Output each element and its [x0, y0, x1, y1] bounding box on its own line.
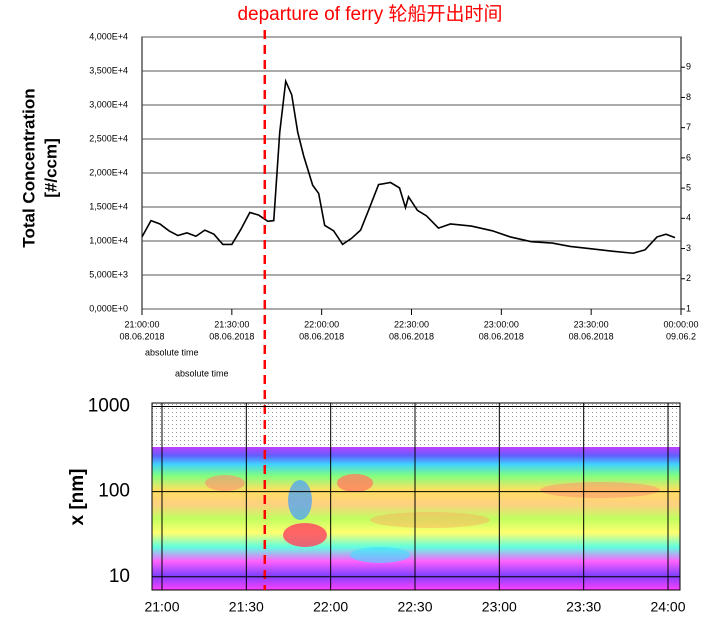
y-tick-label: 3,500E+4 [89, 65, 128, 75]
x-tick-label: 23:30 [566, 599, 601, 615]
y2-tick-label: 6 [686, 152, 691, 162]
y-tick-label: 3,000E+4 [89, 99, 128, 109]
y-tick-label: 0,000E+0 [89, 303, 128, 313]
x-tick-label: 22:00:00 [304, 319, 339, 329]
y2-tick-label: 8 [686, 92, 691, 102]
y2-tick-label: 4 [686, 213, 691, 223]
y2-tick-label: 2 [686, 273, 691, 283]
heatmap-frame [151, 402, 681, 591]
y2-tick-label: 7 [686, 122, 691, 132]
x-axis-label: absolute time [145, 347, 199, 357]
y2-tick-label: 9 [686, 62, 691, 72]
y-tick-label: 2,500E+4 [89, 133, 128, 143]
x-tick-date: 09.06.2 [666, 331, 696, 341]
x-tick-date: 08.06.2018 [569, 331, 614, 341]
x-tick-date: 08.06.2018 [119, 331, 164, 341]
y2-tick-label: 5 [686, 182, 691, 192]
y2-tick-label: 1 [686, 303, 691, 313]
x-tick-date: 08.06.2018 [479, 331, 524, 341]
concentration-line [141, 78, 676, 255]
x-tick-label: 21:00 [144, 599, 179, 615]
x-tick-label: 23:30:00 [574, 319, 609, 329]
y-axis-label-line: [#/ccm] [41, 138, 60, 198]
y-axis-label: x [nm] [67, 469, 88, 526]
x-tick-label: 23:00 [482, 599, 517, 615]
x-axis-label: absolute time [175, 368, 229, 378]
x-tick-date: 08.06.2018 [389, 331, 434, 341]
x-tick-label: 24:00 [650, 599, 685, 615]
y-tick-label: 1000 [88, 396, 130, 417]
x-tick-label: 21:30:00 [214, 319, 249, 329]
heatmap-image [152, 403, 680, 590]
x-tick-label: 22:30:00 [394, 319, 429, 329]
annotation: departure of ferry 轮船开出时间 [237, 3, 502, 25]
y-tick-label: 5,000E+3 [89, 269, 128, 279]
x-tick-label: 23:00:00 [484, 319, 519, 329]
x-tick-date: 08.06.2018 [299, 331, 344, 341]
y-tick-label: 100 [98, 481, 130, 502]
y-axis-label: Total Concentration [#/ccm] [19, 88, 60, 247]
x-tick-label: 00:00:00 [663, 319, 698, 329]
y-axis-label-line: Total Concentration [19, 88, 38, 247]
x-tick-label: 22:30 [397, 599, 432, 615]
y-tick-label: 10 [109, 566, 130, 587]
y-tick-label: 4,000E+4 [89, 31, 128, 41]
y-tick-label: 2,000E+4 [89, 167, 128, 177]
x-tick-label: 21:30 [229, 599, 264, 615]
x-tick-label: 21:00:00 [124, 319, 159, 329]
y-tick-label: 1,500E+4 [89, 201, 128, 211]
y-tick-label: 1,000E+4 [89, 235, 128, 245]
y2-tick-label: 3 [686, 243, 691, 253]
x-tick-date: 08.06.2018 [209, 331, 254, 341]
x-tick-label: 22:00 [313, 599, 348, 615]
